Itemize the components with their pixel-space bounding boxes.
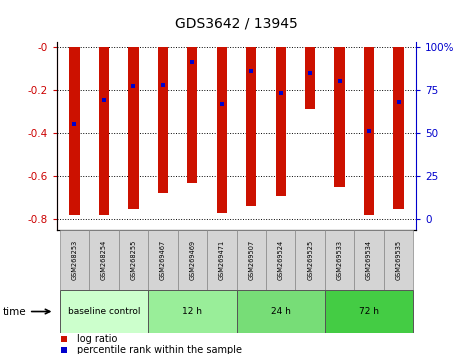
Text: GSM269471: GSM269471 <box>219 240 225 280</box>
Text: GSM268254: GSM268254 <box>101 240 107 280</box>
Bar <box>128 47 139 209</box>
Bar <box>354 230 384 290</box>
Text: GSM269467: GSM269467 <box>160 240 166 280</box>
Bar <box>334 47 345 187</box>
Bar <box>236 230 266 290</box>
Text: GDS3642 / 13945: GDS3642 / 13945 <box>175 16 298 30</box>
Text: GSM269533: GSM269533 <box>337 240 342 280</box>
Bar <box>394 47 404 209</box>
Text: log ratio: log ratio <box>77 334 117 344</box>
Bar <box>60 230 89 290</box>
Bar <box>276 47 286 196</box>
Bar <box>217 47 227 213</box>
Text: GSM269534: GSM269534 <box>366 240 372 280</box>
Text: 72 h: 72 h <box>359 307 379 316</box>
Text: time: time <box>2 307 26 316</box>
Text: 12 h: 12 h <box>182 307 202 316</box>
Text: GSM268253: GSM268253 <box>71 240 78 280</box>
Bar <box>207 230 236 290</box>
Bar <box>266 230 296 290</box>
Bar <box>148 290 236 333</box>
Bar <box>246 47 256 206</box>
Bar <box>236 290 325 333</box>
Bar <box>89 230 119 290</box>
Text: GSM269469: GSM269469 <box>189 240 195 280</box>
Bar <box>158 47 168 193</box>
Bar <box>384 230 413 290</box>
Text: 24 h: 24 h <box>271 307 290 316</box>
Text: GSM268255: GSM268255 <box>131 240 136 280</box>
Bar <box>187 47 197 183</box>
Bar <box>99 47 109 215</box>
Bar <box>177 230 207 290</box>
Text: GSM269525: GSM269525 <box>307 240 313 280</box>
Bar <box>296 230 325 290</box>
Text: GSM269524: GSM269524 <box>278 240 284 280</box>
Text: GSM269535: GSM269535 <box>395 240 402 280</box>
Bar <box>148 230 177 290</box>
Text: GSM269507: GSM269507 <box>248 240 254 280</box>
Bar <box>325 230 354 290</box>
Text: percentile rank within the sample: percentile rank within the sample <box>77 345 242 354</box>
Bar <box>325 290 413 333</box>
Bar <box>69 47 79 215</box>
Text: baseline control: baseline control <box>68 307 140 316</box>
Bar <box>364 47 374 215</box>
Bar <box>60 290 148 333</box>
Bar <box>119 230 148 290</box>
Bar <box>305 47 315 109</box>
